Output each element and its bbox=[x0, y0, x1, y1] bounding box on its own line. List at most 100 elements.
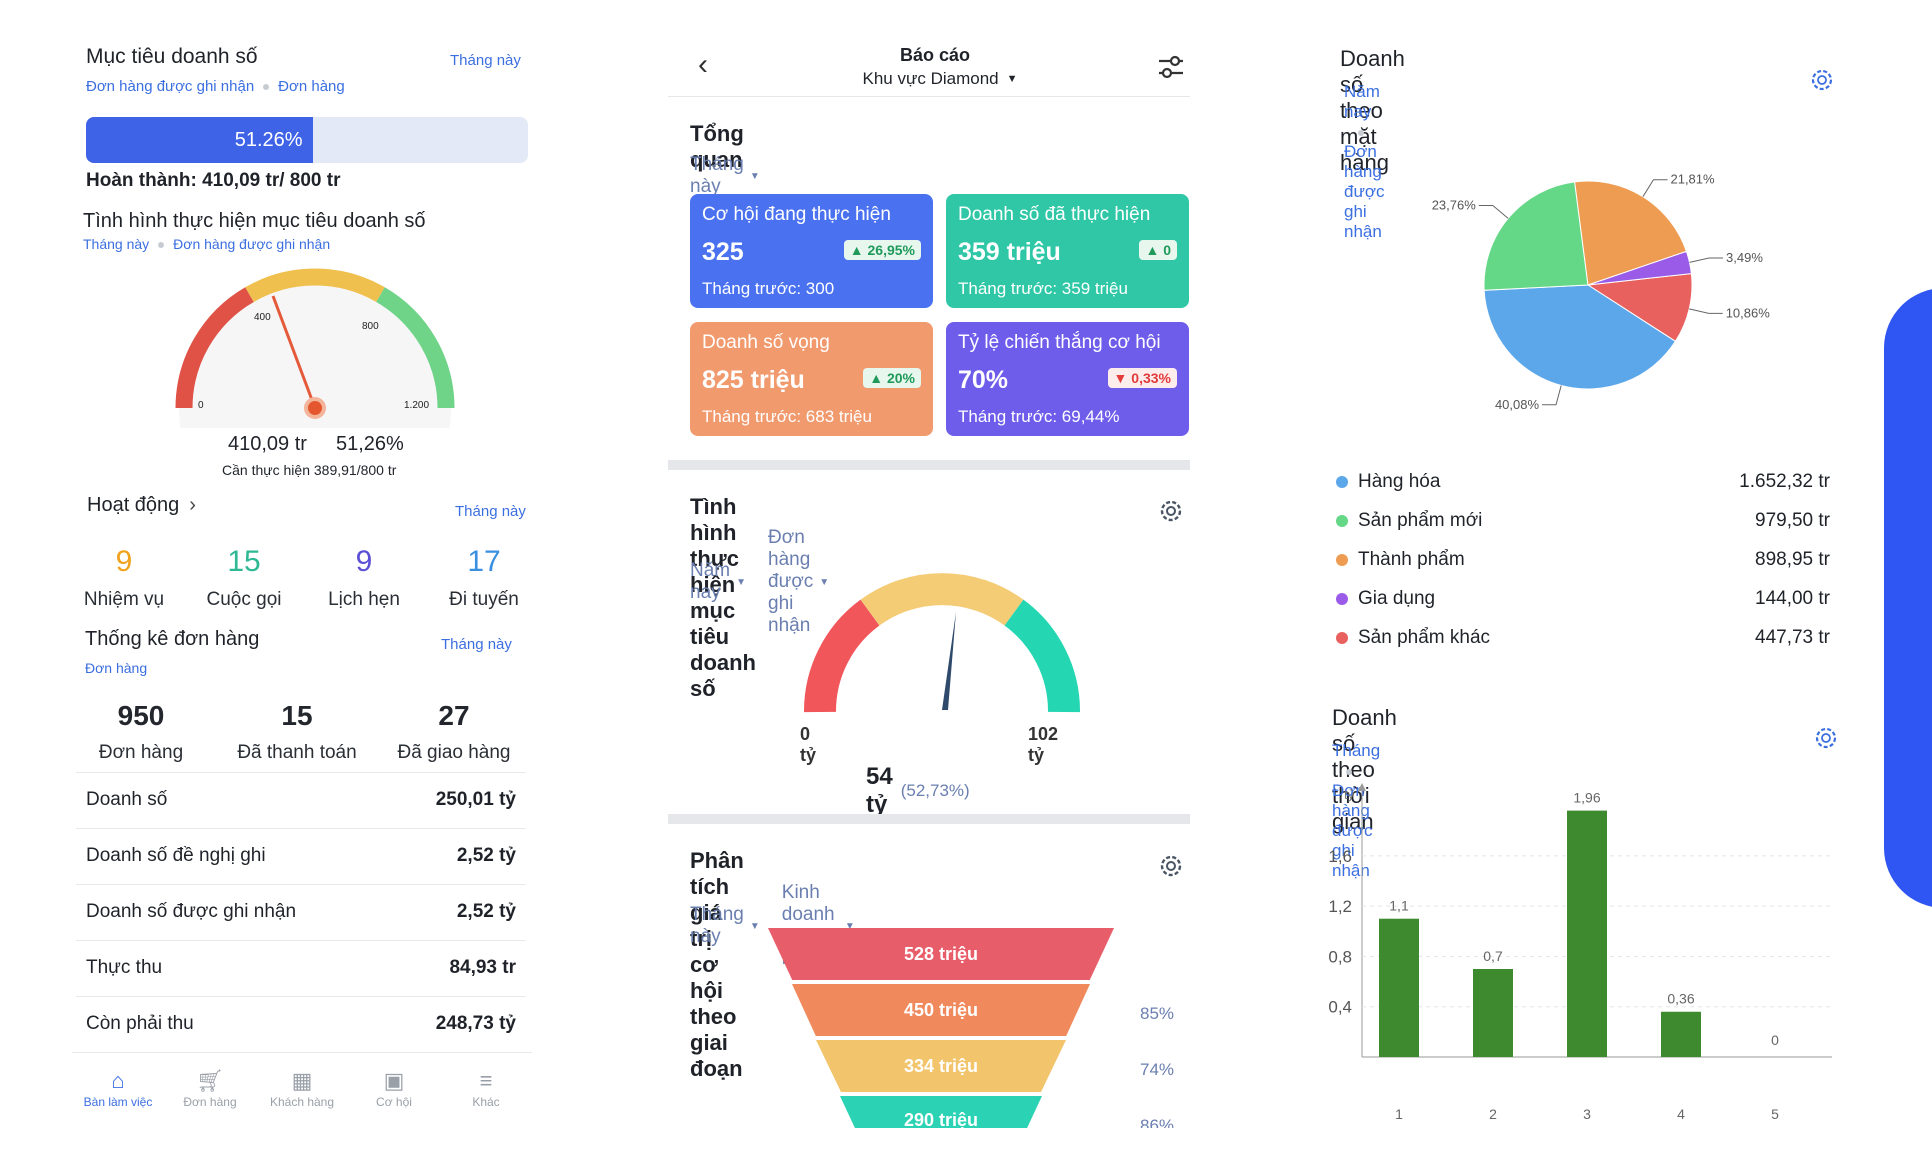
y-axis-arrow bbox=[1358, 783, 1366, 791]
kpi-value: 325 bbox=[702, 238, 744, 266]
activity-calls[interactable]: 15 Cuộc gọi bbox=[184, 545, 304, 611]
by-time-filter[interactable]: Đơn hàng được ghi nhận bbox=[1332, 781, 1373, 880]
bar bbox=[1379, 918, 1419, 1057]
nav-workspace[interactable]: ⌂ Bàn làm việc bbox=[72, 1053, 164, 1157]
dashboard-panel: Mục tiêu doanh số Tháng này Đơn hàng đượ… bbox=[0, 0, 560, 1156]
target-gauge: 0 400 800 1.200 bbox=[175, 268, 455, 428]
settings-gear-icon[interactable] bbox=[1808, 66, 1836, 94]
y-tick-label: 1,2 bbox=[1328, 897, 1352, 916]
activity-period[interactable]: Tháng này bbox=[455, 503, 526, 520]
table-row[interactable]: Thực thu 84,93 tr bbox=[76, 940, 526, 995]
nav-opportunities[interactable]: ▣ Cơ hội bbox=[348, 1053, 440, 1157]
kpi-card-opportunities[interactable]: Cơ hội đang thực hiện 325 Tháng trước: 3… bbox=[690, 194, 933, 308]
bar bbox=[1567, 810, 1607, 1057]
activity-header[interactable]: Hoạt động › bbox=[87, 494, 196, 517]
by-product-filters[interactable]: Năm nay Đơn hàng được ghi nhận bbox=[1344, 82, 1384, 242]
order-summary-orders: 950 Đơn hàng bbox=[56, 700, 226, 764]
kpi-card-revenue-done[interactable]: Doanh số đã thực hiện 359 triệu Tháng tr… bbox=[946, 194, 1189, 308]
activity-value: 17 bbox=[467, 545, 501, 578]
gauge-percent: 51,26% bbox=[336, 433, 404, 455]
by-product-period[interactable]: Năm nay bbox=[1344, 82, 1380, 121]
settings-gear-icon[interactable] bbox=[1812, 724, 1840, 752]
report-target-filters[interactable]: Năm nay ▼ Đơn hàng được ghi nhận ▼ bbox=[690, 527, 829, 637]
header-divider bbox=[668, 96, 1190, 97]
y-tick-label: 1,6 bbox=[1328, 847, 1352, 866]
settings-gear-icon[interactable] bbox=[1157, 852, 1185, 880]
kpi-card-expected-revenue[interactable]: Doanh số vọng 825 triệu Tháng trước: 683… bbox=[690, 322, 933, 436]
activity-label: Lịch hẹn bbox=[328, 589, 400, 610]
funnel-period[interactable]: Tháng này bbox=[690, 904, 744, 947]
legend-item[interactable]: Sản phẩm khác 447,73 tr bbox=[1336, 625, 1830, 651]
legend-item[interactable]: Sản phẩm mới 979,50 tr bbox=[1336, 508, 1830, 534]
nav-orders[interactable]: 🛒︎ Đơn hàng bbox=[164, 1053, 256, 1157]
pie-slice-label: 10,86% bbox=[1726, 305, 1771, 320]
back-chevron-icon[interactable]: ‹ bbox=[698, 48, 708, 81]
legend-item[interactable]: Thành phẩm 898,95 tr bbox=[1336, 547, 1830, 573]
kpi-previous: Tháng trước: 683 triệu bbox=[702, 407, 872, 426]
pie-slice bbox=[1483, 284, 1677, 390]
report-target-period[interactable]: Năm nay bbox=[690, 560, 731, 603]
region-selector[interactable]: Khu vực Diamond ▼ bbox=[850, 69, 1030, 89]
gauge-yellow-arc bbox=[860, 573, 1024, 626]
gauge-teal-arc bbox=[1004, 599, 1081, 713]
filter-sliders-icon[interactable] bbox=[1156, 52, 1186, 82]
target-status-filters[interactable]: Tháng này Đơn hàng được ghi nhận bbox=[83, 236, 330, 252]
legend-name: Sản phẩm khác bbox=[1358, 627, 1491, 648]
bar-value-label: 1,96 bbox=[1573, 790, 1600, 806]
table-row[interactable]: Còn phải thu 248,73 tỷ bbox=[76, 996, 526, 1051]
activity-tasks[interactable]: 9 Nhiệm vụ bbox=[64, 545, 184, 611]
nav-label: Cơ hội bbox=[376, 1095, 412, 1109]
target-status-period[interactable]: Tháng này bbox=[83, 236, 150, 252]
row-value: 2,52 tỷ bbox=[456, 901, 516, 922]
order-stats-filter[interactable]: Đơn hàng bbox=[85, 660, 148, 676]
bar-value-label: 0 bbox=[1771, 1032, 1779, 1048]
table-row[interactable]: Doanh số đề nghị ghi 2,52 tỷ bbox=[76, 828, 526, 883]
report-target-filter[interactable]: Đơn hàng được ghi nhận bbox=[768, 527, 814, 636]
overview-period-selector[interactable]: Tháng này ▼ bbox=[690, 154, 760, 198]
pie-leader-line bbox=[1478, 205, 1509, 219]
caret-down-icon: ▼ bbox=[749, 170, 760, 182]
region-label: Khu vực Diamond bbox=[862, 69, 999, 88]
filter-orders[interactable]: Đơn hàng bbox=[278, 78, 345, 95]
nav-customers[interactable]: ▦ Khách hàng bbox=[256, 1053, 348, 1157]
funnel-stage-2[interactable]: 450 triệu bbox=[792, 984, 1090, 1036]
legend-item[interactable]: Hàng hóa 1.652,32 tr bbox=[1336, 469, 1830, 495]
by-time-filters[interactable]: Tháng Đơn hàng được ghi nhận bbox=[1332, 741, 1380, 881]
settings-gear-icon[interactable] bbox=[1157, 497, 1185, 525]
target-status-filter[interactable]: Đơn hàng được ghi nhận bbox=[173, 236, 331, 252]
activity-appointments[interactable]: 9 Lịch hẹn bbox=[304, 545, 424, 611]
caret-down-icon: ▼ bbox=[819, 576, 830, 588]
gauge-value: 54 tỷ bbox=[866, 763, 893, 818]
by-product-filter[interactable]: Đơn hàng được ghi nhận bbox=[1344, 142, 1385, 241]
sales-target-filters[interactable]: Đơn hàng được ghi nhận Đơn hàng bbox=[86, 78, 345, 95]
sales-target-period[interactable]: Tháng này bbox=[450, 52, 521, 69]
legend-name: Sản phẩm mới bbox=[1358, 510, 1483, 531]
funnel-stage-1[interactable]: 528 triệu bbox=[768, 928, 1114, 980]
funnel-stage-label: 528 triệu bbox=[903, 943, 979, 964]
side-drawer-handle[interactable] bbox=[1884, 288, 1932, 908]
kpi-card-win-rate[interactable]: Tỷ lệ chiến thắng cơ hội 70% Tháng trước… bbox=[946, 322, 1189, 436]
activity-routes[interactable]: 17 Đi tuyến bbox=[424, 545, 544, 611]
pie-slice bbox=[1574, 180, 1688, 286]
table-row[interactable]: Doanh số 250,01 tỷ bbox=[76, 772, 526, 827]
gauge-face bbox=[179, 272, 451, 428]
pie-leader-line bbox=[1689, 308, 1723, 314]
table-row[interactable]: Doanh số được ghi nhận 2,52 tỷ bbox=[76, 884, 526, 939]
filter-recorded-orders[interactable]: Đơn hàng được ghi nhận bbox=[86, 78, 255, 95]
funnel-stage-4[interactable]: 290 triệu bbox=[840, 1096, 1042, 1128]
gauge-needle bbox=[942, 612, 956, 710]
order-summary-paid: 15 Đã thanh toán bbox=[212, 700, 382, 764]
gauge-tick-1200: 1.200 bbox=[404, 400, 429, 411]
gauge-yellow-arc bbox=[245, 268, 385, 303]
kpi-value: 70% bbox=[958, 366, 1009, 394]
by-time-period[interactable]: Tháng bbox=[1332, 741, 1381, 760]
pie-slice bbox=[1586, 273, 1693, 343]
order-stats-period[interactable]: Tháng này bbox=[441, 636, 512, 653]
bar bbox=[1661, 1011, 1701, 1057]
nav-label: Khách hàng bbox=[269, 1095, 335, 1109]
nav-more[interactable]: ≡ Khác bbox=[440, 1053, 532, 1157]
gauge-tick-800: 800 bbox=[362, 321, 379, 332]
legend-item[interactable]: Gia dụng 144,00 tr bbox=[1336, 586, 1830, 612]
funnel-stage-3[interactable]: 334 triệu bbox=[816, 1040, 1066, 1092]
building-icon: ▦ bbox=[291, 1068, 313, 1093]
